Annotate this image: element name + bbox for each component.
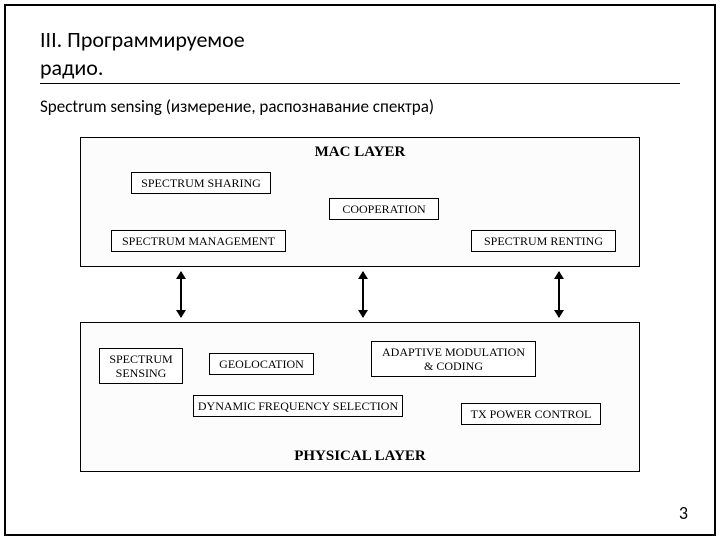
layer-diagram: MAC LAYER SPECTRUM SHARING COOPERATION SPEC… <box>80 137 640 487</box>
subtitle: Spectrum sensing (измерение, распознаван… <box>40 96 680 117</box>
phy-layer-box: PHYSICAL LAYER SPECTRUM SENSING GEOLOCATIO… <box>80 322 640 472</box>
phy-block-4: TX POWER CONTROL <box>461 403 601 425</box>
mac-layer-title: MAC LAYER <box>81 144 639 161</box>
mac-layer-box: MAC LAYER SPECTRUM SHARING COOPERATION SPEC… <box>80 137 640 267</box>
phy-block-2: ADAPTIVE MODULATION & CODING <box>371 341 536 377</box>
heading-line-2: радио. <box>40 54 300 82</box>
phy-block-0: SPECTRUM SENSING <box>99 348 183 384</box>
arrow-1 <box>362 272 364 317</box>
arrow-2 <box>558 272 560 317</box>
mac-block-1: COOPERATION <box>329 198 439 220</box>
mac-block-2: SPECTRUM MANAGEMENT <box>111 230 286 252</box>
arrow-0 <box>180 272 182 317</box>
phy-layer-title: PHYSICAL LAYER <box>81 448 639 465</box>
phy-block-3: DYNAMIC FREQUENCY SELECTION <box>193 395 403 417</box>
heading-line-1: III. Программируемое <box>40 26 300 54</box>
phy-block-1: GEOLOCATION <box>209 353 314 375</box>
slide-heading: III. Программируемое радио. <box>40 26 680 81</box>
slide-frame: III. Программируемое радио. Spectrum sen… <box>4 4 716 536</box>
mac-block-0: SPECTRUM SHARING <box>131 172 271 194</box>
page-number: 3 <box>679 502 688 524</box>
heading-underline <box>40 83 680 84</box>
mac-block-3: SPECTRUM RENTING <box>471 230 616 252</box>
